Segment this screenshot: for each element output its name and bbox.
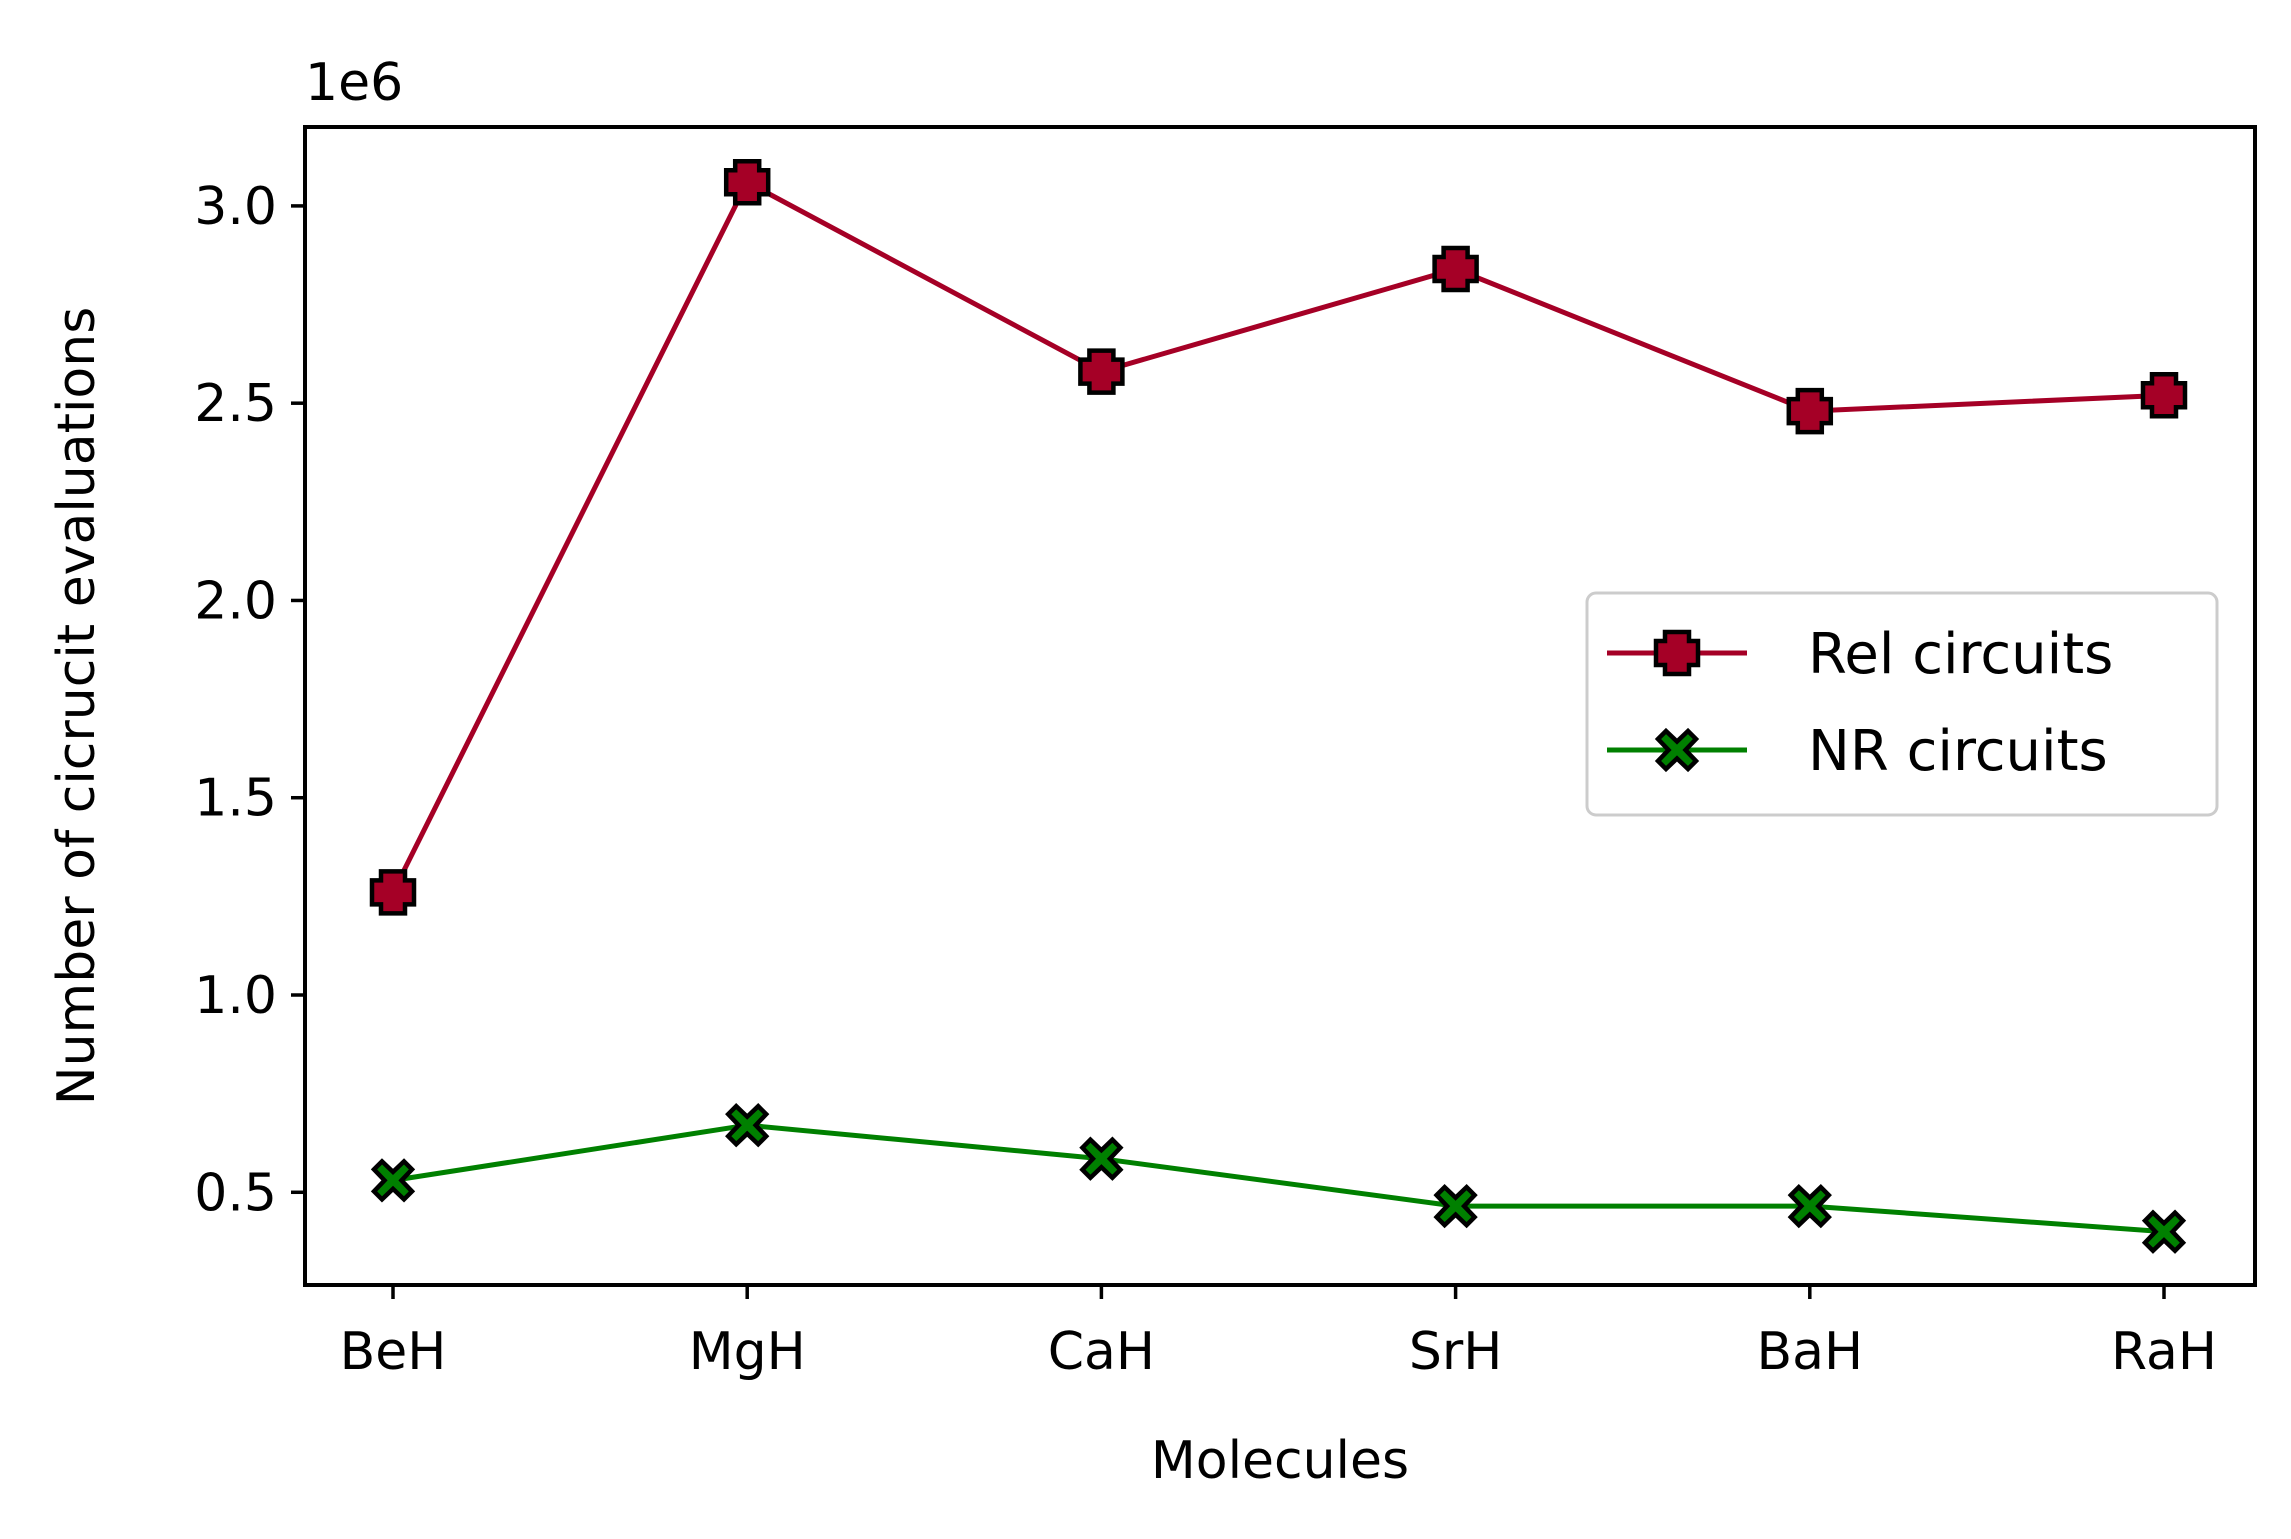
- x-tick-label: BaH: [1756, 1322, 1863, 1382]
- x-axis-ticks: BeH MgH CaH SrH BaH RaH: [340, 1285, 2217, 1382]
- x-tick-label: SrH: [1409, 1322, 1503, 1382]
- data-point-marker: [725, 1103, 770, 1148]
- legend-label: Rel circuits: [1808, 622, 2113, 687]
- legend-swatch-marker: [1653, 629, 1701, 677]
- data-point-marker: [370, 1158, 416, 1203]
- y-tick-label: 2.5: [194, 374, 277, 434]
- y-tick-label: 1.5: [194, 769, 277, 829]
- data-point-marker: [2140, 372, 2188, 419]
- y-offset-label: 1e6: [305, 53, 403, 113]
- x-tick-label: MgH: [689, 1322, 806, 1382]
- data-point-marker: [1079, 1136, 1124, 1181]
- data-point-marker: [1432, 245, 1479, 293]
- plot-area-frame: [303, 125, 2257, 1287]
- data-point-marker: [2141, 1209, 2187, 1254]
- legend-label: NR circuits: [1808, 719, 2108, 784]
- legend-box: [1585, 591, 2219, 817]
- data-point-marker: [1433, 1183, 1478, 1229]
- legend: Rel circuits NR circuits: [1585, 591, 2219, 817]
- series-layer: [369, 158, 2188, 1254]
- legend-swatch-marker: [1654, 727, 1700, 773]
- data-point-marker: [723, 158, 771, 206]
- x-tick-label: BeH: [340, 1322, 447, 1382]
- y-tick-label: 2.0: [194, 571, 277, 631]
- y-axis-label: Number of cicrucit evaluations: [47, 307, 107, 1106]
- x-tick-label: RaH: [2111, 1322, 2217, 1382]
- y-tick-label: 3.0: [194, 177, 277, 237]
- series-line: [392, 1122, 2165, 1235]
- x-tick-label: CaH: [1048, 1322, 1155, 1382]
- data-point-marker: [1078, 348, 1125, 395]
- series-line: [390, 179, 2165, 894]
- x-axis-label: Molecules: [1151, 1431, 1409, 1491]
- y-tick-label: 0.5: [194, 1163, 277, 1223]
- data-point-marker: [1786, 387, 1834, 435]
- legend-items: Rel circuits NR circuits: [1607, 622, 2113, 784]
- data-point-marker: [369, 869, 417, 916]
- data-point-marker: [1787, 1183, 1832, 1229]
- y-tick-label: 1.0: [194, 966, 277, 1026]
- y-axis-ticks: 0.5 1.0 1.5 2.0 2.5 3.0: [194, 177, 305, 1223]
